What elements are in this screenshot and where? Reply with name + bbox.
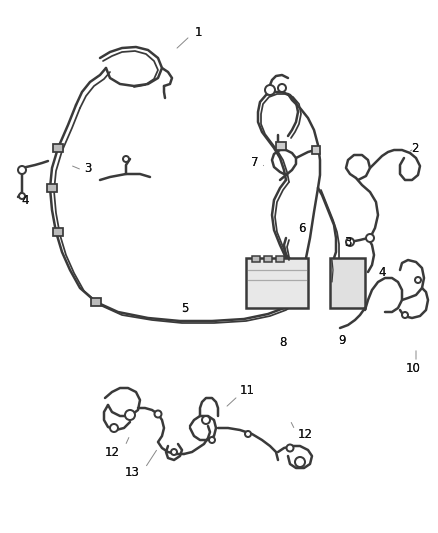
Text: 7: 7 — [251, 156, 259, 168]
Circle shape — [265, 85, 275, 95]
Text: 3: 3 — [344, 237, 352, 249]
Bar — [330, 258, 365, 308]
Text: 5: 5 — [181, 302, 189, 314]
Circle shape — [295, 457, 305, 467]
Circle shape — [286, 445, 293, 451]
Circle shape — [125, 410, 135, 420]
Text: 11: 11 — [240, 384, 254, 397]
Bar — [312, 146, 320, 154]
Circle shape — [18, 166, 26, 174]
Text: 13: 13 — [124, 465, 139, 479]
Text: 4: 4 — [21, 193, 29, 206]
Text: 4: 4 — [378, 265, 386, 279]
Text: 11: 11 — [240, 384, 254, 397]
Bar — [91, 298, 101, 306]
Circle shape — [202, 416, 210, 424]
Circle shape — [123, 156, 129, 162]
Circle shape — [366, 234, 374, 242]
Text: 13: 13 — [124, 465, 139, 479]
Text: 5: 5 — [181, 302, 189, 314]
Text: 12: 12 — [105, 446, 120, 458]
Text: 8: 8 — [279, 335, 287, 349]
Text: 2: 2 — [411, 141, 419, 155]
Text: 1: 1 — [194, 26, 202, 38]
Bar — [252, 256, 260, 262]
Text: 3: 3 — [84, 161, 92, 174]
Text: 3: 3 — [84, 161, 92, 174]
Bar — [47, 184, 57, 192]
Text: 3: 3 — [344, 237, 352, 249]
Text: 9: 9 — [338, 334, 346, 346]
Bar — [264, 256, 272, 262]
Bar — [53, 228, 63, 236]
Circle shape — [171, 449, 177, 455]
Text: 7: 7 — [251, 156, 259, 168]
Text: 6: 6 — [298, 222, 306, 235]
Circle shape — [19, 193, 25, 199]
Text: 9: 9 — [338, 334, 346, 346]
Text: 1: 1 — [194, 26, 202, 38]
Bar — [276, 142, 286, 150]
Text: 12: 12 — [297, 429, 312, 441]
Text: 12: 12 — [105, 446, 120, 458]
Circle shape — [155, 410, 162, 417]
Circle shape — [245, 431, 251, 437]
Text: 10: 10 — [406, 361, 420, 375]
Circle shape — [209, 437, 215, 443]
Circle shape — [110, 424, 118, 432]
Bar — [53, 144, 63, 152]
Text: 8: 8 — [279, 335, 287, 349]
Text: 12: 12 — [297, 429, 312, 441]
Text: 4: 4 — [21, 193, 29, 206]
Text: 6: 6 — [298, 222, 306, 235]
Text: 4: 4 — [378, 265, 386, 279]
Circle shape — [278, 84, 286, 92]
Text: 10: 10 — [406, 361, 420, 375]
Circle shape — [346, 238, 354, 246]
Circle shape — [415, 277, 421, 283]
Bar — [246, 258, 308, 308]
Circle shape — [402, 312, 408, 318]
Text: 2: 2 — [411, 141, 419, 155]
Bar — [276, 256, 284, 262]
